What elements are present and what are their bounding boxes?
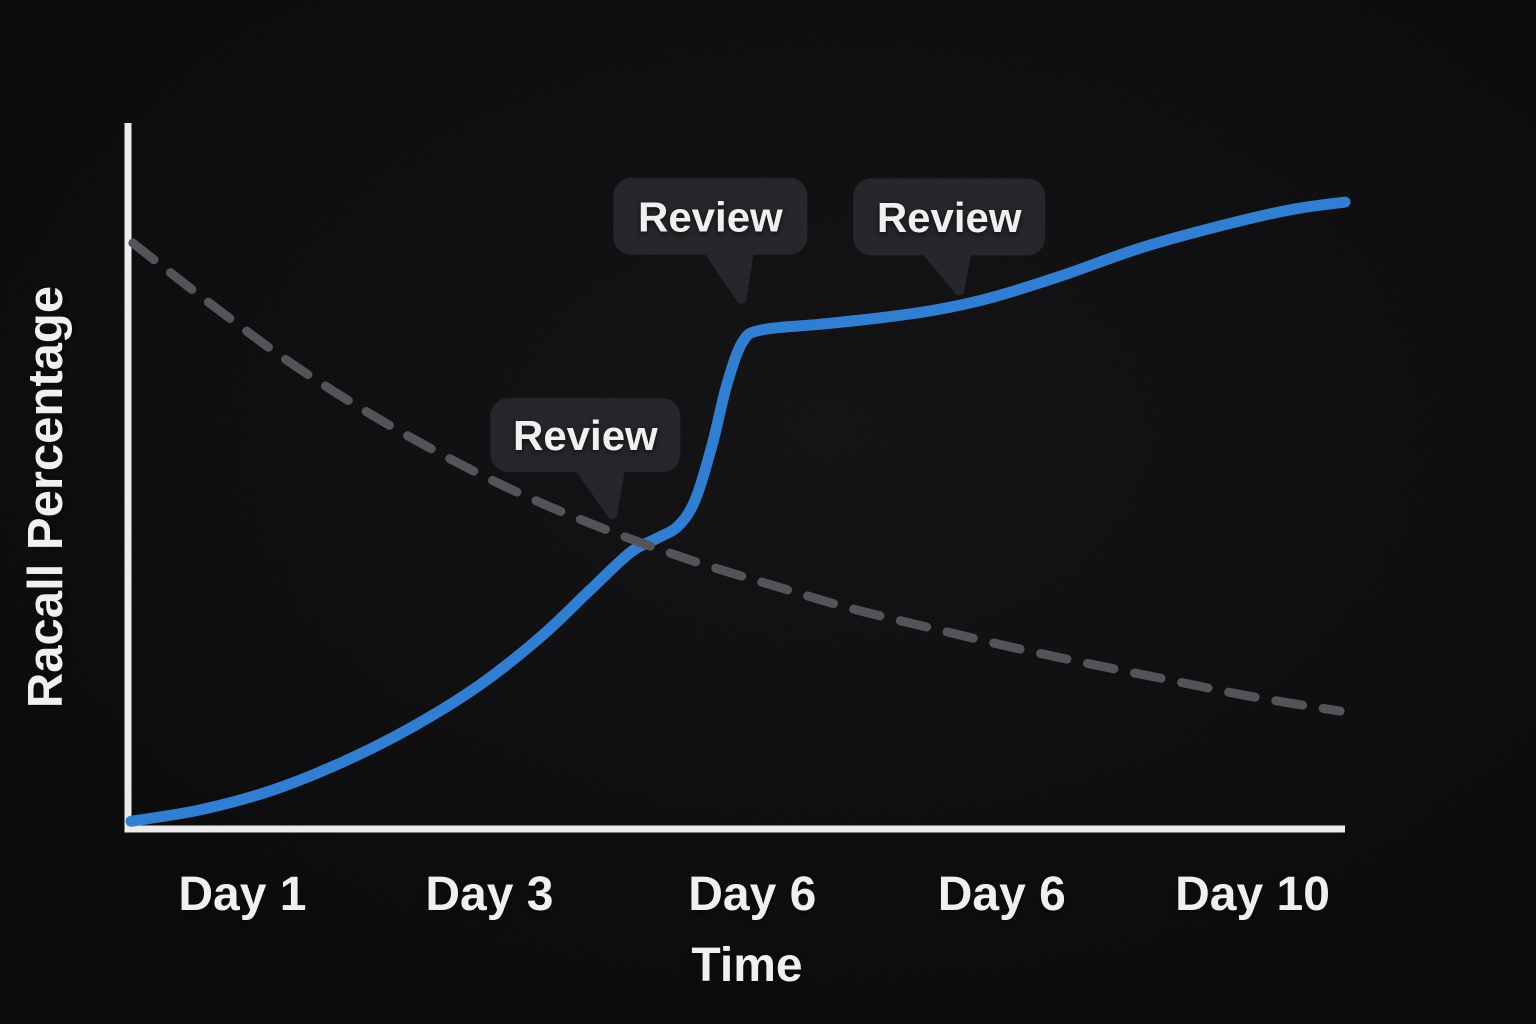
chart-canvas: Day 1 Day 3 Day 6 Day 6 Day 10 Review Review Re… [0,0,1536,1024]
film-grain-overlay [0,0,1536,1024]
